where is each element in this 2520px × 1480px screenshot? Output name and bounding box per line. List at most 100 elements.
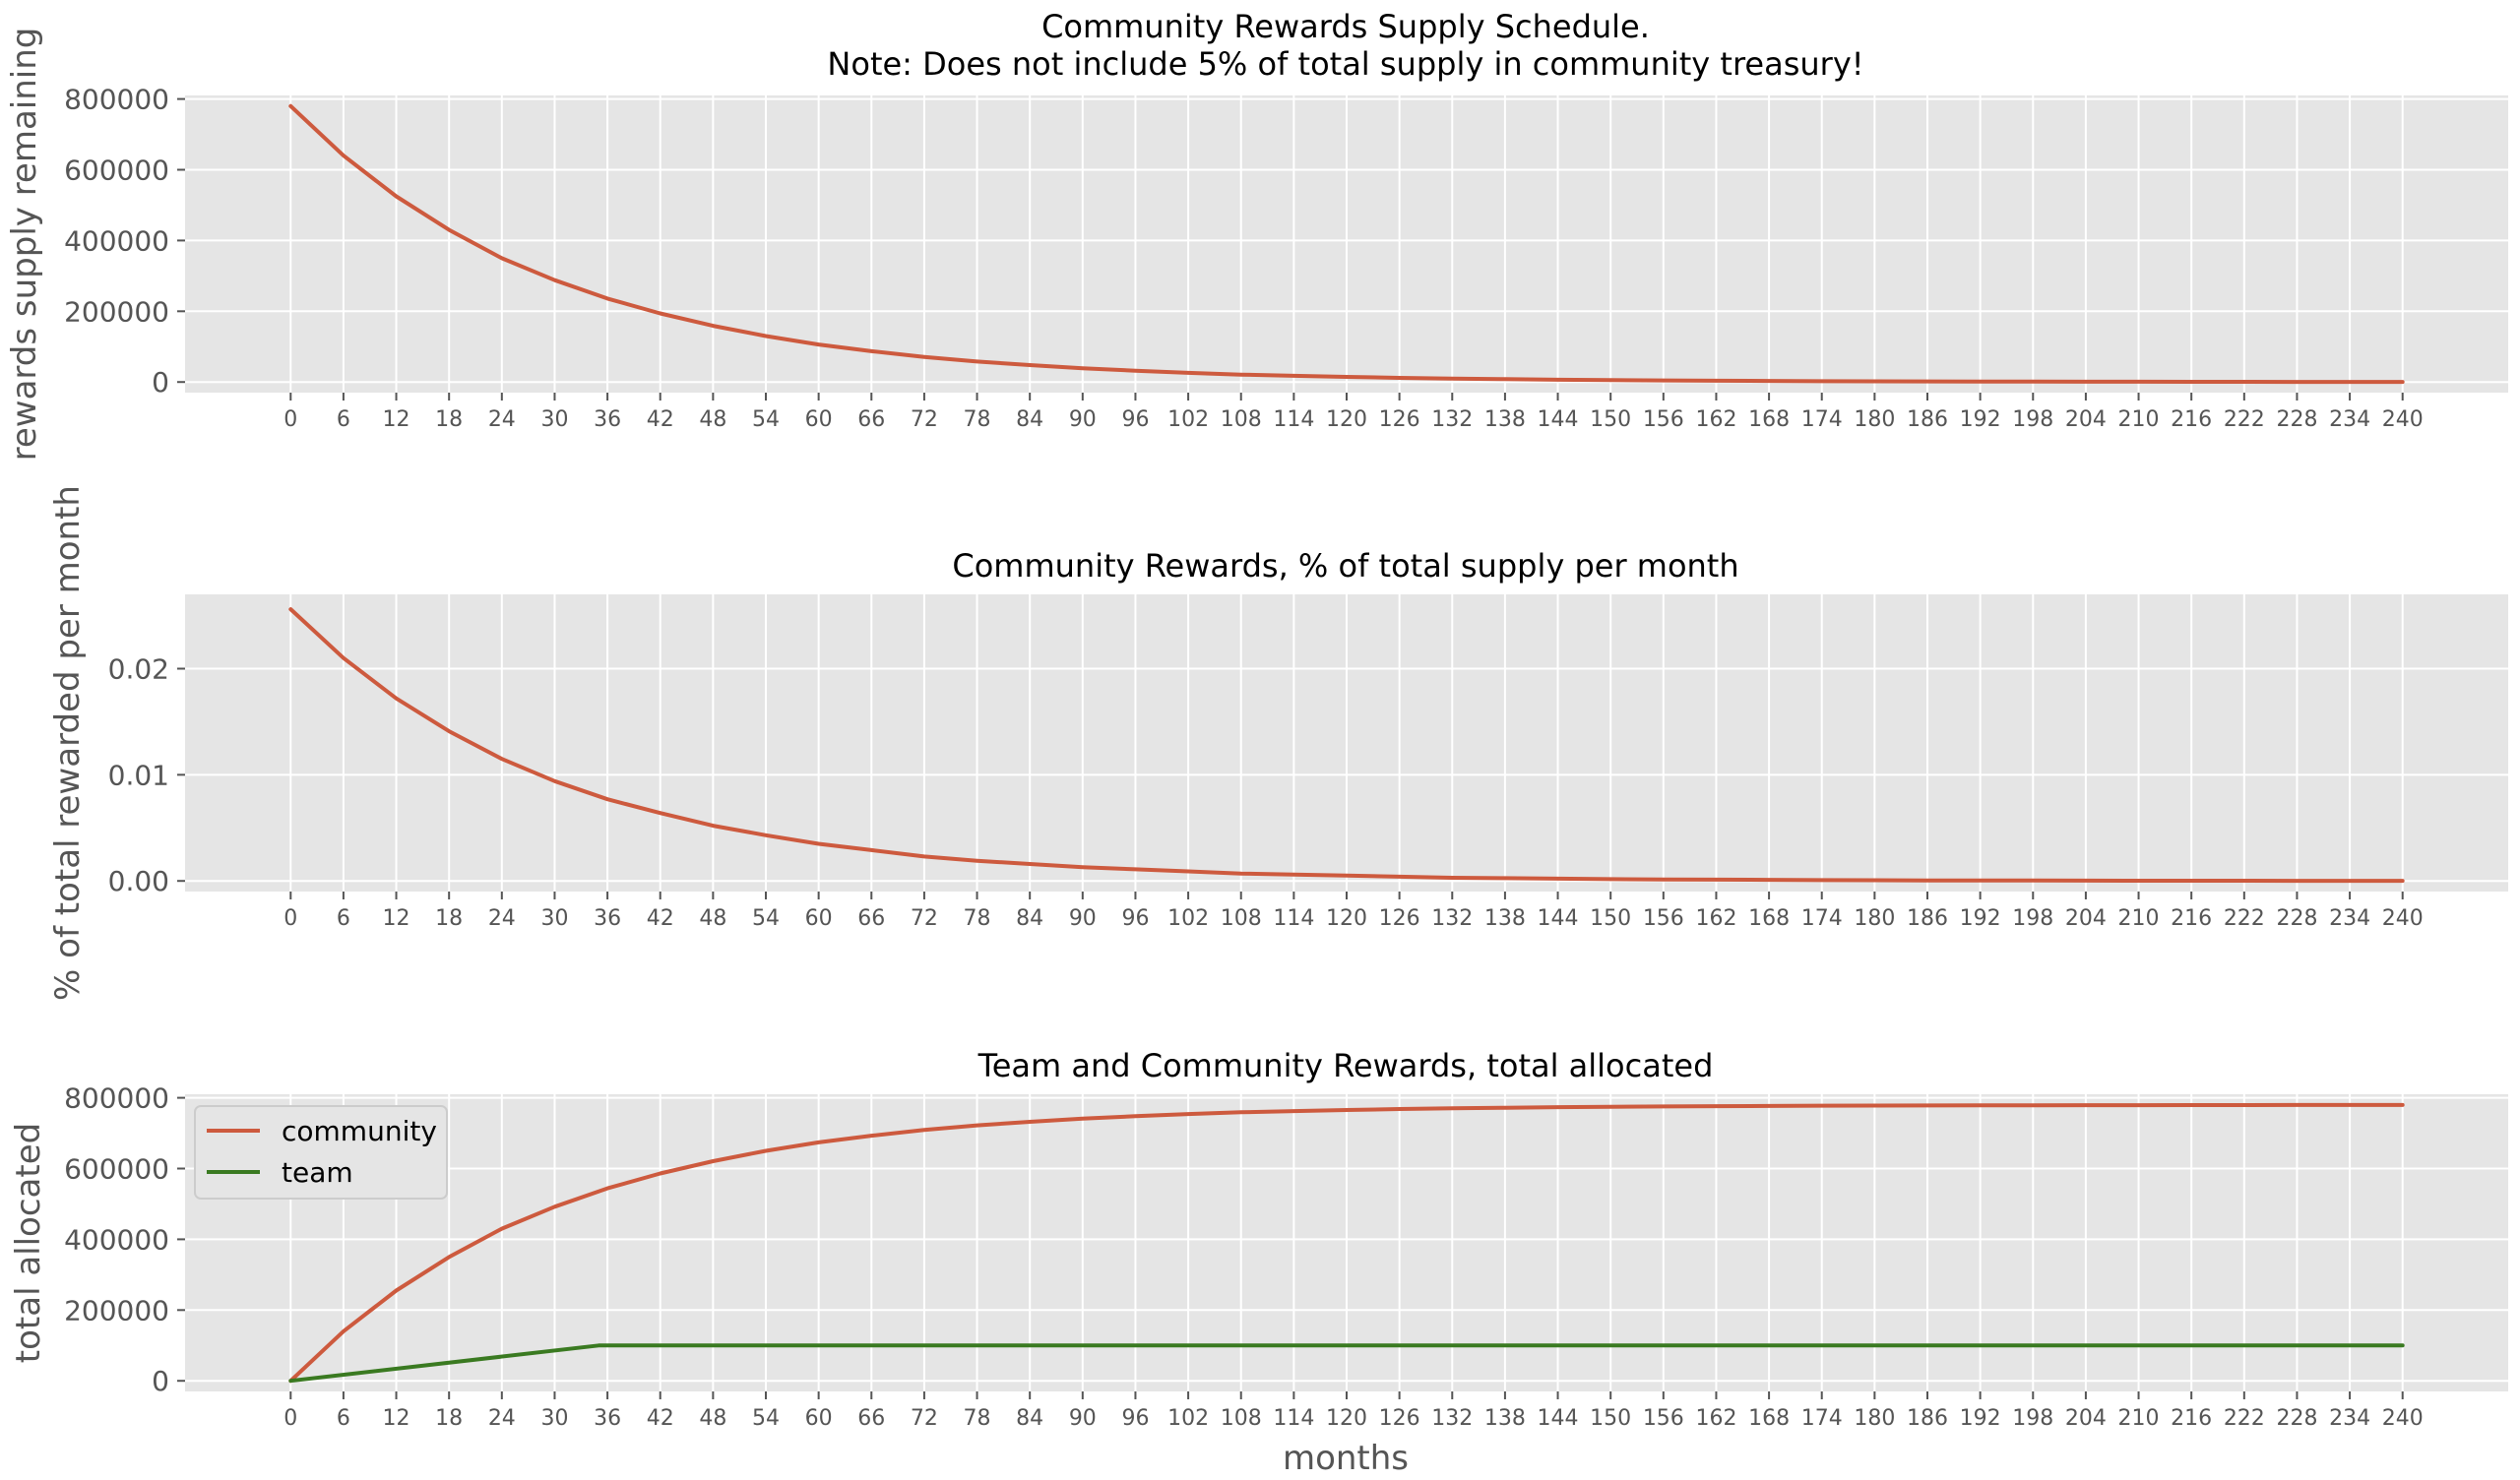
x-tick-label: 24 — [488, 407, 516, 432]
x-tick-label: 24 — [488, 906, 516, 931]
x-tick-label: 204 — [2065, 906, 2107, 931]
x-tick-label: 36 — [594, 906, 621, 931]
x-tick-label: 162 — [1695, 906, 1736, 931]
x-tick-label: 234 — [2329, 407, 2370, 432]
series-line — [288, 103, 2405, 385]
series-line — [288, 607, 2405, 884]
x-tick-label: 6 — [337, 906, 350, 931]
x-tick-label: 198 — [2012, 1406, 2053, 1431]
y-tick-label: 0.00 — [108, 865, 169, 897]
y-tick-label: 400000 — [64, 1223, 169, 1256]
y-tick-label: 800000 — [64, 84, 169, 116]
x-tick-label: 174 — [1801, 906, 1843, 931]
x-tick-label: 72 — [911, 407, 938, 432]
x-tick-label: 204 — [2065, 1406, 2107, 1431]
series-line-team — [288, 1343, 2405, 1384]
x-tick-label: 126 — [1379, 1406, 1420, 1431]
panel2-y-ticks: 0.00 0.01 0.02 — [108, 653, 185, 897]
x-tick-label: 102 — [1167, 906, 1209, 931]
x-tick-label: 216 — [2171, 407, 2212, 432]
legend: community team — [194, 1105, 448, 1200]
x-tick-label: 6 — [337, 407, 350, 432]
x-tick-label: 216 — [2171, 1406, 2212, 1431]
x-tick-label: 144 — [1538, 906, 1579, 931]
panel3-grid — [185, 1094, 2508, 1391]
x-tick-label: 54 — [752, 1406, 780, 1431]
x-tick-label: 228 — [2276, 407, 2317, 432]
x-tick-label: 240 — [2382, 906, 2424, 931]
x-tick-label: 192 — [1960, 1406, 2001, 1431]
x-tick-label: 66 — [857, 1406, 885, 1431]
x-tick-label: 240 — [2382, 1406, 2424, 1431]
x-tick-label: 90 — [1069, 906, 1097, 931]
x-tick-label: 222 — [2224, 407, 2265, 432]
x-tick-label: 174 — [1801, 407, 1843, 432]
y-tick-label: 0 — [152, 366, 169, 399]
x-tick-label: 72 — [911, 1406, 938, 1431]
x-tick-label: 180 — [1854, 906, 1895, 931]
x-tick-label: 222 — [2224, 1406, 2265, 1431]
panel3-series — [288, 1102, 2405, 1384]
x-tick-label: 96 — [1121, 1406, 1149, 1431]
x-tick-label: 6 — [337, 1406, 350, 1431]
x-tick-label: 12 — [383, 407, 410, 432]
y-tick-label: 800000 — [64, 1082, 169, 1115]
x-tick-label: 12 — [383, 1406, 410, 1431]
x-tick-label: 186 — [1907, 1406, 1948, 1431]
x-tick-label: 30 — [540, 906, 568, 931]
panel3-ylabel: total allocated — [9, 1123, 48, 1363]
y-tick-label: 600000 — [64, 154, 169, 187]
x-tick-label: 162 — [1695, 407, 1736, 432]
x-tick-label: 132 — [1431, 1406, 1473, 1431]
x-tick-label: 210 — [2118, 407, 2160, 432]
x-tick-label: 36 — [594, 1406, 621, 1431]
y-tick-label: 200000 — [64, 1294, 169, 1326]
x-tick-label: 48 — [699, 1406, 726, 1431]
x-tick-label: 234 — [2329, 1406, 2370, 1431]
panel3-xlabel: months — [1283, 1439, 1409, 1478]
x-tick-label: 60 — [805, 906, 833, 931]
x-tick-label: 156 — [1643, 407, 1684, 432]
panel3-title: Team and Community Rewards, total alloca… — [977, 1047, 1714, 1084]
x-tick-label: 90 — [1069, 407, 1097, 432]
x-tick-label: 0 — [284, 407, 297, 432]
x-tick-label: 78 — [964, 906, 991, 931]
panel1-y-ticks: 0 200000 400000 600000 800000 — [64, 84, 185, 399]
x-tick-label: 228 — [2276, 1406, 2317, 1431]
x-tick-label: 168 — [1748, 407, 1790, 432]
x-tick-label: 168 — [1748, 1406, 1790, 1431]
x-tick-label: 78 — [964, 1406, 991, 1431]
legend-label-team: team — [282, 1156, 353, 1189]
x-tick-label: 126 — [1379, 407, 1420, 432]
panel1-series — [288, 103, 2405, 385]
x-tick-label: 222 — [2224, 906, 2265, 931]
y-tick-label: 0.02 — [108, 653, 169, 686]
x-tick-label: 120 — [1326, 1406, 1367, 1431]
x-tick-label: 156 — [1643, 1406, 1684, 1431]
x-tick-label: 186 — [1907, 906, 1948, 931]
x-tick-label: 66 — [857, 906, 885, 931]
panel2-x-ticks: 0 6 12 18 24 30 36 42 48 54 60 66 72 78 84 90 96 102 108 11… — [284, 892, 2424, 931]
x-tick-label: 210 — [2118, 906, 2160, 931]
x-tick-label: 24 — [488, 1406, 516, 1431]
x-tick-label: 18 — [435, 1406, 463, 1431]
x-tick-label: 144 — [1538, 1406, 1579, 1431]
x-tick-label: 12 — [383, 906, 410, 931]
x-tick-label: 114 — [1273, 407, 1314, 432]
x-tick-label: 96 — [1121, 906, 1149, 931]
y-tick-label: 600000 — [64, 1153, 169, 1186]
x-tick-label: 0 — [284, 1406, 297, 1431]
x-tick-label: 126 — [1379, 906, 1420, 931]
x-tick-label: 84 — [1016, 1406, 1043, 1431]
y-tick-label: 0.01 — [108, 759, 169, 791]
x-tick-label: 48 — [699, 906, 726, 931]
x-tick-label: 120 — [1326, 906, 1367, 931]
panel1-title-line2: Note: Does not include 5% of total suppl… — [827, 45, 1863, 83]
x-tick-label: 78 — [964, 407, 991, 432]
y-tick-label: 0 — [152, 1365, 169, 1397]
x-tick-label: 30 — [540, 407, 568, 432]
legend-label-community: community — [282, 1115, 437, 1147]
x-tick-label: 42 — [647, 407, 674, 432]
x-tick-label: 18 — [435, 407, 463, 432]
